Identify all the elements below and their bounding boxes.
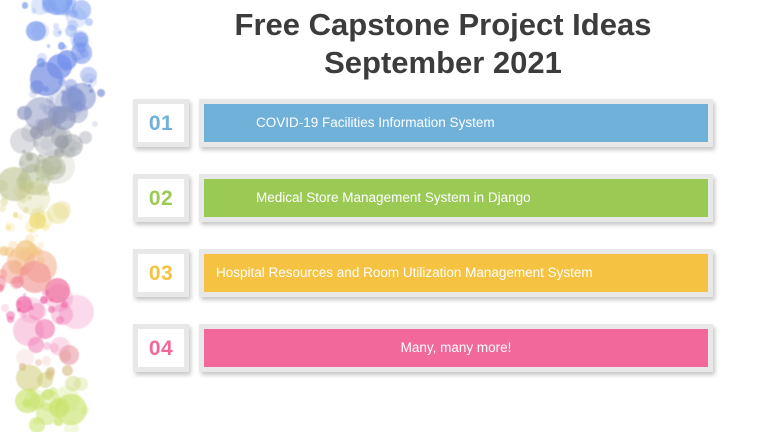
item-title-label: Hospital Resources and Room Utilization … (216, 265, 593, 281)
item-bar-04[interactable]: Many, many more! (199, 324, 713, 372)
item-number-label: 03 (148, 261, 174, 285)
list-item[interactable]: 04 Many, many more! (133, 324, 713, 372)
item-bar-03[interactable]: Hospital Resources and Room Utilization … (199, 249, 713, 297)
item-title-label: Many, many more! (400, 340, 512, 356)
item-bar-02[interactable]: Medical Store Management System in Djang… (199, 174, 713, 222)
bubble-gradient-column-decoration (0, 0, 120, 432)
item-number-label: 01 (148, 111, 174, 135)
list-item[interactable]: 03 Hospital Resources and Room Utilizati… (133, 249, 713, 297)
item-number-box-02: 02 (133, 174, 189, 222)
list-item[interactable]: 02 Medical Store Management System in Dj… (133, 174, 713, 222)
item-number-box-03: 03 (133, 249, 189, 297)
item-number-box-01: 01 (133, 99, 189, 147)
project-ideas-list: 01 COVID-19 Facilities Information Syste… (133, 99, 713, 399)
title-line-2: September 2021 (324, 45, 562, 80)
title-line-1: Free Capstone Project Ideas (234, 7, 652, 42)
item-number-box-04: 04 (133, 324, 189, 372)
page-title: Free Capstone Project Ideas September 20… (128, 6, 758, 82)
item-bar-01[interactable]: COVID-19 Facilities Information System (199, 99, 713, 147)
item-title-label: Medical Store Management System in Djang… (256, 190, 531, 206)
item-title-label: COVID-19 Facilities Information System (256, 115, 495, 131)
list-item[interactable]: 01 COVID-19 Facilities Information Syste… (133, 99, 713, 147)
item-number-label: 04 (148, 336, 174, 360)
item-number-label: 02 (148, 186, 174, 210)
